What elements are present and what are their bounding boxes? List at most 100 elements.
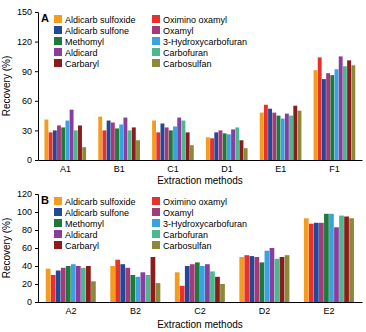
bar [314, 70, 318, 160]
x-axis: A1B1C1D1E1F1 [39, 160, 363, 174]
legend-item: Carbosulfan [152, 59, 212, 69]
bar [244, 255, 249, 302]
x-tick: B1 [114, 160, 125, 174]
legend-swatch [54, 219, 62, 227]
bar [177, 118, 181, 160]
bar [343, 66, 347, 160]
bar [190, 264, 195, 302]
legend-item: Aldicarb sulfone [54, 208, 129, 218]
bar [107, 121, 111, 160]
bar [86, 266, 91, 302]
bar [281, 119, 285, 160]
bar [185, 266, 190, 302]
y-axis-title: Recovery (%) [1, 218, 12, 279]
legend-swatch [152, 26, 160, 34]
bar [334, 227, 339, 302]
panel: 020406080100120A2B2C2D2E2Extraction meth… [1, 189, 363, 330]
bar [314, 223, 319, 302]
panel: 0306090120150A1B1C1D1E1F1Extraction meth… [1, 7, 363, 186]
y-tick-label: 90 [22, 67, 32, 77]
bar [70, 110, 74, 160]
bar [324, 214, 329, 302]
legend-label: Carbaryl [65, 241, 99, 251]
bar [205, 264, 210, 302]
bar [78, 125, 82, 160]
bar [239, 257, 244, 302]
bars [44, 56, 355, 160]
y-tick: 20 [22, 279, 38, 289]
bar [119, 124, 123, 160]
bar [81, 268, 86, 302]
bars [46, 214, 354, 302]
y-tick-mark [35, 230, 38, 231]
legend-item: Carbofuran [152, 230, 208, 240]
y-axis-line [35, 13, 39, 161]
legend-label: Oxamyl [163, 26, 194, 36]
y-tick: 150 [17, 7, 38, 17]
legend-swatch [54, 230, 62, 238]
bar [339, 216, 344, 302]
legend-swatch [54, 37, 62, 45]
bar [140, 272, 145, 302]
bar [231, 129, 235, 160]
bar [120, 264, 125, 302]
bar [44, 120, 48, 160]
bar [76, 266, 81, 302]
y-tick-mark [35, 194, 38, 195]
bar [220, 284, 225, 302]
legend-label: Aldicarb sulfoxide [65, 197, 136, 207]
bar [156, 283, 161, 302]
y-tick-label: 100 [17, 207, 32, 217]
bar [152, 121, 156, 160]
y-tick-mark [35, 42, 38, 43]
x-axis-line [39, 302, 363, 303]
x-tick: A2 [65, 302, 76, 316]
legend-label: Carbofuran [163, 48, 208, 58]
legend-swatch [152, 219, 160, 227]
bar [49, 132, 53, 160]
legend-swatch [152, 37, 160, 45]
y-tick-label: 0 [27, 155, 32, 165]
bar [265, 251, 270, 302]
bar [180, 286, 185, 302]
y-axis-title: Recovery (%) [1, 56, 12, 117]
bar [74, 130, 78, 160]
y-tick-label: 150 [17, 7, 32, 17]
bar [272, 113, 276, 160]
legend-item: Carbofuran [152, 48, 208, 58]
x-tick: B2 [130, 302, 141, 316]
bar [214, 132, 218, 160]
bar [190, 145, 194, 160]
x-tick: A1 [60, 160, 71, 174]
bar [285, 114, 289, 160]
x-tick-label: E2 [324, 306, 335, 316]
bar [169, 130, 173, 160]
bar [91, 281, 96, 302]
y-tick: 120 [17, 189, 38, 199]
bar [215, 277, 220, 302]
bar [298, 111, 302, 160]
y-tick-label: 0 [27, 297, 32, 307]
x-tick: E2 [324, 302, 335, 316]
bar [351, 65, 355, 160]
bar [277, 116, 281, 160]
y-tick: 90 [22, 67, 38, 77]
bar [219, 130, 223, 160]
y-tick: 60 [22, 96, 38, 106]
legend-label: Methomyl [65, 219, 104, 229]
x-tick-label: A2 [65, 306, 76, 316]
bar [349, 218, 354, 302]
legend-label: Aldicarb sulfone [65, 26, 129, 36]
bar [264, 105, 268, 160]
legend-label: Aldicard [65, 230, 98, 240]
bar [319, 223, 324, 302]
bar [66, 266, 71, 302]
bar [200, 266, 205, 302]
legend-swatch [152, 241, 160, 249]
bar [46, 269, 51, 302]
bar [53, 130, 57, 160]
bar [61, 268, 66, 302]
x-tick-label: C1 [167, 164, 179, 174]
y-tick: 40 [22, 261, 38, 271]
bar [249, 256, 254, 302]
